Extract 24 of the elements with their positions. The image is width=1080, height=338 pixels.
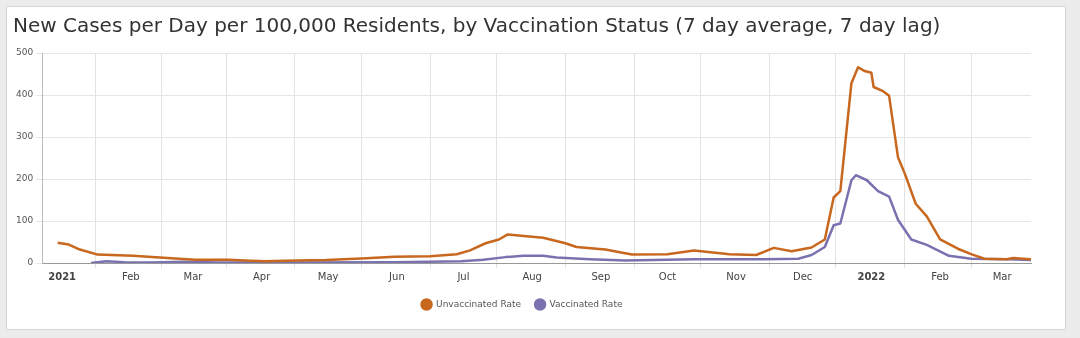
y-tick-label: 400 [15,89,34,100]
x-tick-label: Feb [122,270,140,282]
y-tick-label: 200 [15,173,34,184]
x-tick-label: 2022 [857,270,886,282]
legend-label: Vaccinated Rate [549,298,623,309]
y-tick-label: 0 [27,257,34,268]
chart-title: New Cases per Day per 100,000 Residents, by Vaccination Status (7 day average, 7 day lag) [13,13,941,38]
x-tick-label: Mar [992,270,1013,282]
x-tick-label: Jun [388,270,405,282]
x-tick-label: Nov [726,270,746,282]
x-tick-label: Sep [591,270,611,282]
x-tick-label: Oct [658,270,677,282]
x-tick-label: Mar [183,270,204,282]
y-tick-label: 500 [15,47,34,58]
y-tick-label: 100 [15,215,34,226]
y-tick-label: 300 [15,131,34,142]
x-tick-label: 2021 [48,270,77,282]
x-tick-label: Aug [522,270,542,282]
x-tick-label: May [317,270,339,282]
x-tick-label: Feb [931,270,949,282]
x-tick-label: Jul [456,270,470,282]
x-tick-label: Dec [792,270,813,282]
legend-label: Unvaccinated Rate [436,298,522,309]
x-tick-label: Apr [253,270,272,282]
